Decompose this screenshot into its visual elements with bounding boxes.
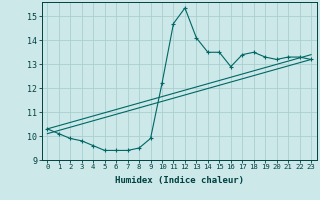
- X-axis label: Humidex (Indice chaleur): Humidex (Indice chaleur): [115, 176, 244, 185]
